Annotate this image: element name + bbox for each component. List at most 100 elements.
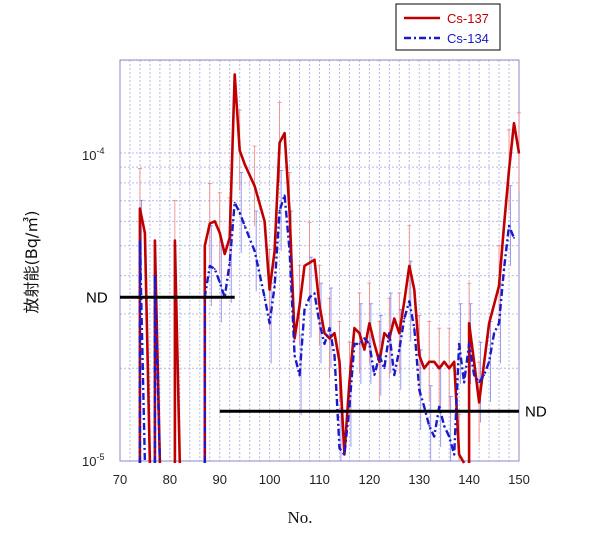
series-cs137-point [213,220,216,223]
series-cs137-point [228,237,231,239]
series-cs137-point [273,250,276,253]
series-cs137-point [278,141,281,144]
series-cs134-point [433,435,436,438]
series-cs137-point [443,360,446,363]
series-cs137-point [473,360,476,363]
x-tick-label: 90 [213,472,227,487]
series-cs137-point [203,244,206,247]
series-cs137-point [478,401,480,404]
series-cs134-point [363,337,366,340]
series-cs137-point [333,332,336,335]
series-cs137-point [398,332,401,335]
series-cs137-point [338,360,341,363]
y-axis-ticks: 10-4 10 -5 [82,146,104,469]
series-cs137-point [498,285,500,287]
series-cs137-point [373,342,376,345]
series-cs134-point [208,264,211,267]
series-cs134-point [353,342,356,345]
series-cs137-point [388,337,391,340]
series-cs137-point [323,332,326,335]
x-tick-label: 120 [359,472,381,487]
series-cs137-point [423,367,426,370]
series-cs134-point [253,250,256,253]
series-cs134-point [313,292,316,295]
series-cs134-line [138,193,516,464]
series-cs137-point [253,185,256,188]
series-cs137-point [173,239,176,242]
series-cs134-point [238,211,241,214]
series-cs134-point [233,201,236,204]
series-cs134-point [463,381,466,384]
nd-label-1: ND [525,403,547,420]
series-cs137-point [154,239,156,242]
series-cs137-point [233,73,236,76]
series-cs134-point [388,332,391,335]
legend: Cs-137 Cs-134 [395,3,501,51]
series-cs137-point [238,149,241,152]
series-cs137-point [358,332,361,335]
series-cs134-point [418,389,421,391]
series-layer [138,73,521,464]
series-cs137-point [488,322,490,325]
series-cs137-point [408,264,411,267]
series-cs134-point [318,322,321,325]
series-cs134-point [473,374,476,377]
series-cs134-point [383,367,386,370]
series-cs134-point [423,405,426,408]
legend-box [395,3,501,51]
series-cs137-point [313,258,316,261]
series-cs137-point [144,232,146,234]
x-tick-label: 150 [508,472,530,487]
series-cs134-point [228,261,231,264]
series-cs134-point [243,224,246,227]
series-cs134-point [288,250,291,253]
series-cs134-point [428,425,431,427]
series-cs137-point [353,327,356,330]
x-tick-label: 70 [113,472,127,487]
nd-lines: ND ND [86,289,547,420]
series-cs134-point [263,296,266,299]
series-cs134-point [393,374,396,377]
series-cs137-point [208,222,211,225]
series-cs137-point [418,354,421,357]
x-tick-label: 130 [408,472,430,487]
x-axis-ticks: 70 80 90 100 110 120 130 140 150 [113,472,530,487]
series-cs137-point [393,317,396,320]
series-cs134-point [154,274,156,277]
series-cs134-point [303,308,306,311]
series-cs134-point [283,194,286,196]
series-cs137-point [458,453,461,456]
series-cs134-point [343,453,346,456]
x-tick-label: 80 [163,472,177,487]
series-cs134-point [358,342,361,345]
y-tick-top-exp: -4 [96,146,104,156]
series-cs137-point [433,360,436,363]
series-cs134-point [493,332,495,335]
series-cs137-point [513,122,515,125]
series-cs137-point [139,207,141,210]
series-cs134-point [398,348,401,351]
y-tick-label-top: 10-4 [82,146,104,163]
series-cs134-point [378,354,381,357]
series-cs134-point [498,322,500,325]
series-cs134-point [408,300,411,303]
y-tick-top-base: 10 [82,148,96,163]
series-cs137-point [453,360,456,363]
series-cs134-point [478,381,480,384]
series-cs134-point [218,281,221,284]
x-tick-label: 100 [259,472,281,487]
series-cs134-point [438,405,441,408]
series-cs137-point [308,261,311,264]
series-cs134-point [488,360,490,363]
series-cs137-point [428,360,431,363]
plot-frame [119,59,520,462]
x-tick-label: 110 [309,472,330,487]
legend-label-cs134: Cs-134 [447,31,489,46]
series-cs134-point [328,327,331,330]
series-cs137-point [283,132,286,135]
y-tick-bottom-exp: -5 [96,452,104,462]
series-cs137-point [438,367,441,370]
series-cs137-point [403,300,406,303]
series-cs134-point [503,268,505,270]
